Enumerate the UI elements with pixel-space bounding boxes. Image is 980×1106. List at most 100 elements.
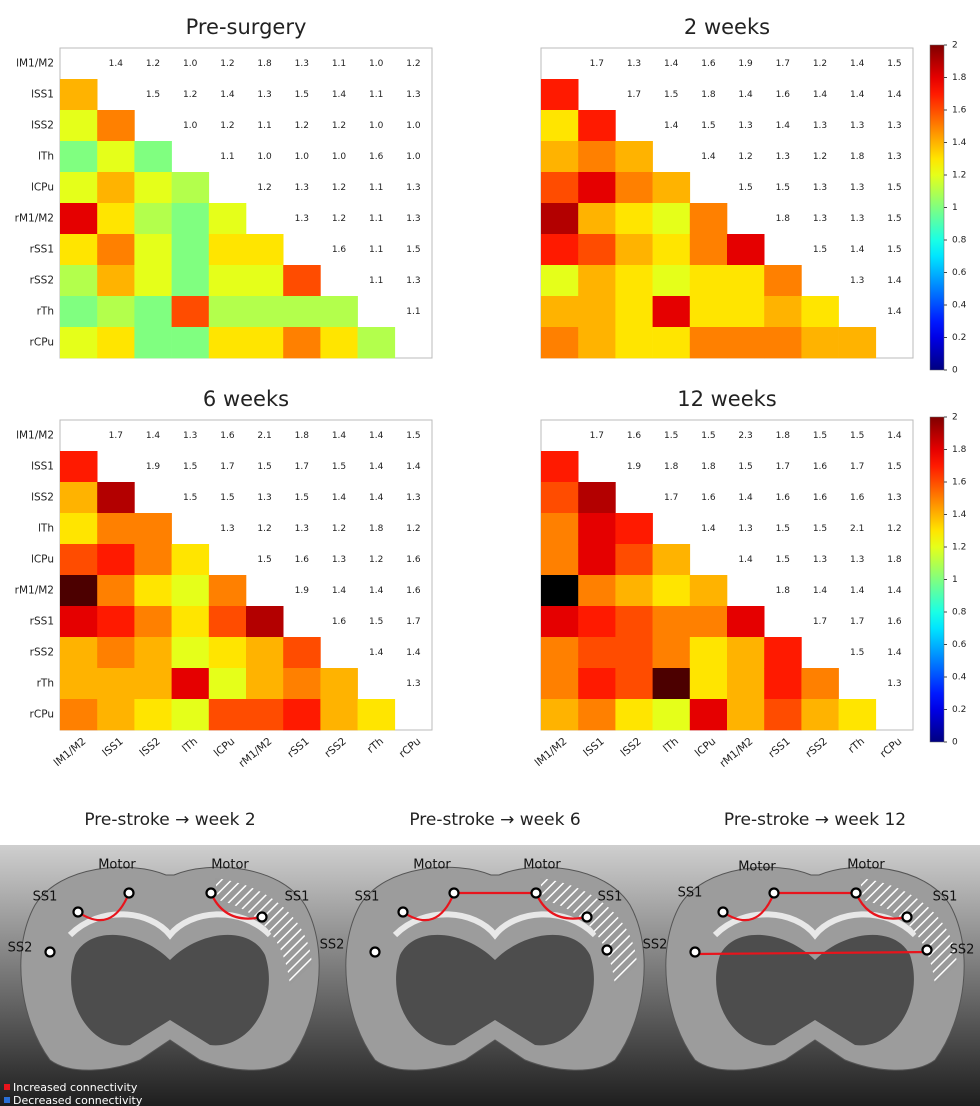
cell-label: 1.2 bbox=[257, 524, 271, 534]
colorbar-tick-label: 1.2 bbox=[952, 171, 966, 181]
y-tick-label: rSS2 bbox=[30, 647, 54, 659]
heatmap-cell bbox=[60, 513, 98, 544]
y-tick-label: lCPu bbox=[31, 554, 54, 566]
heatmap-cell bbox=[764, 637, 802, 668]
cell-label: 1.8 bbox=[776, 586, 791, 596]
cell-label: 1.3 bbox=[850, 555, 864, 565]
cell-label: 1.5 bbox=[332, 462, 346, 472]
cell-label: 1.1 bbox=[369, 276, 383, 286]
cell-label: 1.3 bbox=[738, 121, 752, 131]
region-label: SS2 bbox=[643, 938, 668, 953]
heatmap-cell bbox=[615, 606, 653, 637]
x-tick-label: lM1/M2 bbox=[52, 735, 89, 769]
heatmap-cell bbox=[727, 668, 765, 699]
heatmap-cell bbox=[97, 203, 135, 234]
cell-label: 1.4 bbox=[332, 431, 347, 441]
heatmap-cell bbox=[134, 575, 172, 606]
region-dot bbox=[532, 889, 541, 898]
cell-label: 1.6 bbox=[332, 617, 347, 627]
heatmap-cell bbox=[541, 482, 579, 513]
cell-label: 1.4 bbox=[220, 90, 235, 100]
cell-label: 1.8 bbox=[257, 59, 272, 69]
heatmap-cell bbox=[541, 327, 579, 358]
y-tick-label: lTh bbox=[38, 523, 54, 535]
cell-label: 1.0 bbox=[257, 152, 272, 162]
heatmap-cell bbox=[615, 327, 653, 358]
x-tick-label: lSS1 bbox=[100, 735, 125, 759]
cell-label: 1.5 bbox=[664, 90, 678, 100]
cell-label: 1.7 bbox=[664, 493, 678, 503]
colorbar-tick-label: 1.8 bbox=[952, 445, 967, 455]
y-tick-label: lM1/M2 bbox=[16, 58, 54, 70]
colorbar bbox=[930, 45, 944, 370]
x-tick-label: lSS2 bbox=[138, 735, 163, 759]
cell-label: 1.3 bbox=[776, 152, 790, 162]
cell-label: 1.2 bbox=[332, 214, 346, 224]
cell-label: 1.4 bbox=[369, 493, 384, 503]
heatmap-cell bbox=[320, 296, 358, 327]
heatmap-cell bbox=[246, 699, 284, 730]
heatmap-cell bbox=[690, 203, 728, 234]
heatmap-cell bbox=[541, 296, 579, 327]
region-dot bbox=[125, 889, 134, 898]
heatmap-cell bbox=[615, 699, 653, 730]
heatmap-cell bbox=[97, 482, 135, 513]
cell-label: 1.1 bbox=[369, 245, 383, 255]
cell-label: 1.2 bbox=[220, 121, 234, 131]
cell-label: 1.4 bbox=[850, 59, 865, 69]
heatmap-cell bbox=[97, 172, 135, 203]
heatmap-cell bbox=[246, 668, 284, 699]
cell-label: 1.0 bbox=[369, 59, 384, 69]
heatmap-cell bbox=[578, 513, 616, 544]
heatmap-cell bbox=[541, 606, 579, 637]
cell-label: 1.0 bbox=[406, 121, 421, 131]
cell-label: 1.4 bbox=[887, 586, 902, 596]
cell-label: 1.2 bbox=[369, 555, 383, 565]
heatmap-cell bbox=[727, 265, 765, 296]
cell-label: 1.5 bbox=[850, 431, 864, 441]
colorbar-tick-label: 1.6 bbox=[952, 106, 967, 116]
cell-label: 1.4 bbox=[332, 493, 347, 503]
cell-label: 1.6 bbox=[813, 462, 828, 472]
cell-label: 1.3 bbox=[406, 90, 420, 100]
cell-label: 1.3 bbox=[406, 276, 420, 286]
y-tick-label: lSS1 bbox=[31, 89, 54, 101]
heatmap-cell bbox=[60, 327, 98, 358]
cell-label: 1.4 bbox=[369, 648, 384, 658]
heatmap-cell bbox=[172, 327, 210, 358]
cell-label: 1.4 bbox=[406, 648, 421, 658]
heatmap-cell bbox=[134, 172, 172, 203]
cell-label: 1.3 bbox=[406, 183, 420, 193]
heatmap-cell bbox=[97, 110, 135, 141]
cell-label: 1.6 bbox=[701, 493, 716, 503]
heatmap-cell bbox=[283, 637, 321, 668]
cell-label: 1.5 bbox=[776, 183, 790, 193]
heatmap-cell bbox=[839, 699, 877, 730]
heatmap-cell bbox=[764, 265, 802, 296]
cell-label: 1.8 bbox=[295, 431, 310, 441]
heatmap-cell bbox=[283, 699, 321, 730]
cell-label: 2.1 bbox=[257, 431, 271, 441]
heatmap-cell bbox=[578, 327, 616, 358]
heatmap-cell bbox=[578, 172, 616, 203]
heatmap-cell bbox=[60, 203, 98, 234]
x-tick-label: lSS1 bbox=[581, 735, 606, 759]
cell-label: 1.8 bbox=[369, 524, 384, 534]
cell-label: 2.1 bbox=[850, 524, 864, 534]
heatmap-cell bbox=[541, 110, 579, 141]
heatmap-cell bbox=[134, 544, 172, 575]
cell-label: 1.5 bbox=[887, 245, 901, 255]
heatmap-cell bbox=[541, 575, 579, 606]
heatmap-cell bbox=[578, 110, 616, 141]
heatmap-cell bbox=[134, 637, 172, 668]
y-tick-label: rCPu bbox=[30, 709, 54, 721]
cell-label: 1.7 bbox=[109, 431, 123, 441]
cell-label: 1.5 bbox=[146, 90, 160, 100]
cell-label: 1.7 bbox=[406, 617, 420, 627]
region-label: SS2 bbox=[8, 941, 33, 956]
cell-label: 1.3 bbox=[738, 524, 752, 534]
y-tick-label: lTh bbox=[38, 151, 54, 163]
region-dot bbox=[923, 946, 932, 955]
heatmap-cell bbox=[615, 172, 653, 203]
heatmap-cell bbox=[727, 296, 765, 327]
